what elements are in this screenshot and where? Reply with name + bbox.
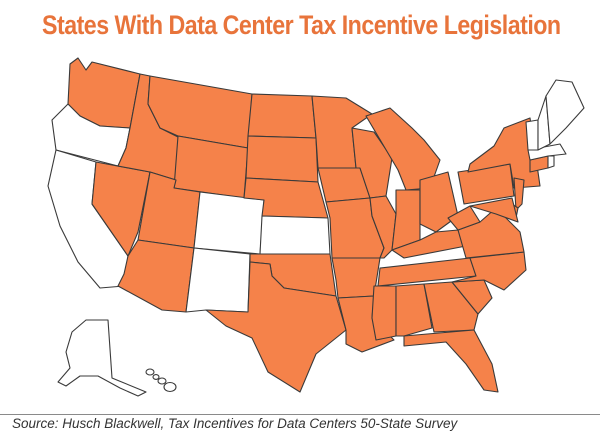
state-wv — [447, 205, 481, 231]
state-nc — [451, 251, 527, 291]
state-ks — [259, 215, 331, 255]
state-ga — [423, 281, 479, 333]
state-il — [369, 195, 397, 259]
state-nj — [513, 177, 525, 211]
state-sd — [245, 135, 319, 183]
state-ny — [467, 117, 541, 189]
divider-rule — [0, 414, 600, 415]
state-ar — [331, 257, 381, 299]
state-md — [469, 197, 519, 223]
state-hi-island-4 — [163, 381, 177, 393]
state-ak — [57, 319, 147, 397]
state-nd — [247, 93, 317, 139]
state-ri — [547, 155, 555, 169]
state-ms — [371, 285, 397, 341]
state-vt — [525, 119, 539, 151]
source-note: Source: Husch Blackwell, Tax Incentives … — [12, 416, 458, 431]
state-hi-island-3 — [157, 377, 167, 385]
state-ma — [527, 143, 567, 161]
state-tx — [205, 261, 347, 393]
state-pa — [457, 163, 515, 205]
state-fl — [403, 329, 499, 393]
state-nm — [185, 247, 251, 313]
state-al — [395, 283, 433, 337]
map-title: States With Data Center Tax Incentive Le… — [42, 10, 561, 40]
state-hi-island-1 — [145, 368, 155, 376]
state-mi — [365, 107, 441, 191]
state-me — [545, 79, 585, 145]
state-oh — [419, 171, 459, 233]
state-hi-island-2 — [152, 374, 160, 380]
state-co — [193, 191, 265, 255]
